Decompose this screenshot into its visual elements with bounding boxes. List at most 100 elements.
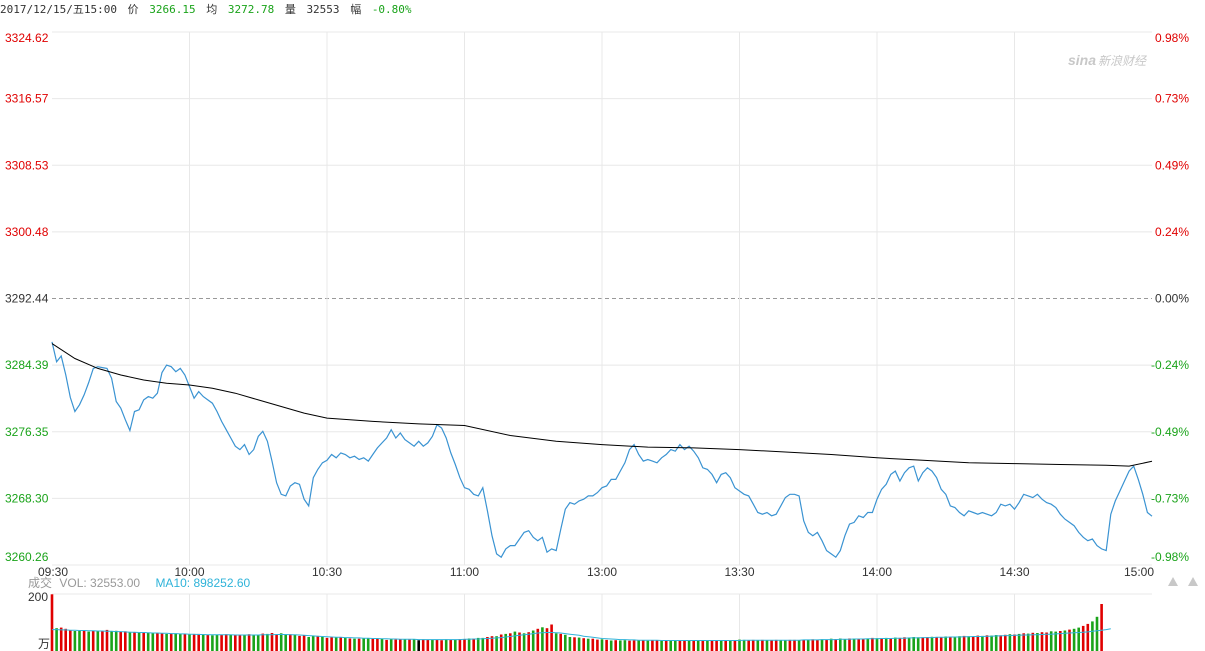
change-label: 幅 (350, 3, 362, 16)
volume-bar (953, 636, 957, 651)
volume-bar (197, 633, 200, 651)
volume-bar (848, 638, 851, 651)
volume-bar (577, 637, 581, 651)
y-tick-left: 3268.30 (5, 491, 49, 505)
volume-bar (1017, 633, 1021, 651)
volume-bar (362, 638, 365, 651)
volume-bar (944, 636, 947, 651)
y-tick-right: -0.49% (1151, 425, 1189, 439)
volume-bar (188, 634, 191, 651)
volume-bar (884, 637, 888, 651)
volume-bar (229, 634, 232, 651)
volume-bar (69, 630, 72, 651)
zoom-out-arrow-icon[interactable] (1188, 577, 1198, 586)
volume-bar (169, 633, 173, 651)
volume-bar (935, 637, 938, 651)
volume-bar (797, 640, 801, 651)
volume-bar (614, 640, 617, 651)
y-tick-left: 3260.26 (5, 550, 49, 564)
y-tick-left: 3316.57 (5, 92, 49, 106)
volume-bar (660, 640, 663, 651)
volume-bar (1081, 625, 1085, 651)
x-tick-label: 13:00 (587, 565, 617, 578)
volume-bar (674, 640, 677, 651)
y-tick-left: 3284.39 (5, 358, 49, 372)
volume-bar (958, 636, 961, 651)
volume-bar (628, 640, 631, 651)
zoom-in-arrow-icon[interactable] (1168, 577, 1178, 586)
volume-bar (866, 638, 870, 651)
volume-bar (994, 635, 998, 651)
y-tick-right: 0.24% (1155, 225, 1189, 239)
volume-bar (990, 635, 993, 651)
watermark-name: 新浪财经 (1098, 54, 1147, 68)
volume-bar (641, 640, 645, 651)
price-line (51, 341, 1153, 559)
price-chart[interactable]: 3324.62 0.98% 3316.57 0.73% 3308.53 0.49% 3300… (0, 0, 1205, 578)
volume-bar (261, 633, 265, 651)
volume-bar (243, 635, 246, 651)
volume-bar (596, 639, 599, 651)
volume-bar (894, 637, 897, 651)
volume-bar (431, 639, 434, 651)
volume-legend: 成交 VOL: 32553.00 MA10: 898252.60 (28, 576, 250, 590)
volume-unit: 万 (38, 637, 50, 651)
volume-bar (110, 631, 113, 651)
volume-bar (435, 639, 439, 651)
volume-bar (706, 640, 709, 651)
volume-bar (91, 631, 95, 651)
volume-bar (816, 639, 819, 651)
volume-bar (389, 639, 393, 651)
volume-bar (137, 632, 141, 651)
volume-bar (357, 638, 361, 651)
y-tick-right: 0.98% (1155, 31, 1189, 45)
volume-bar (985, 635, 989, 651)
y-tick-left: 3308.53 (5, 158, 49, 172)
volume-bar (50, 594, 54, 651)
volume-bar (591, 638, 595, 651)
volume-bar (142, 632, 145, 651)
volume-bar (247, 634, 251, 651)
volume-bar (1086, 623, 1090, 651)
volume-bar (160, 633, 164, 651)
y-tick-right: 0.00% (1155, 292, 1189, 306)
datetime: 2017/12/15/五15:00 (0, 3, 117, 16)
volume-bar (284, 634, 287, 651)
x-tick-label: 15:00 (1124, 565, 1154, 578)
x-tick-label: 14:30 (999, 565, 1029, 578)
volume-bar (119, 631, 122, 651)
volume-bar (898, 637, 902, 651)
volume-bar (912, 637, 915, 651)
volume-bar (481, 637, 485, 651)
volume-bar (522, 633, 526, 651)
volume-bar (334, 637, 338, 651)
volume-bar (298, 635, 301, 651)
ma10-readout: MA10: 898252.60 (155, 576, 251, 590)
volume-bar (825, 639, 828, 651)
volume-bar (1022, 633, 1025, 651)
volume-bar (96, 631, 100, 651)
volume-bar (353, 638, 356, 651)
volume-bar (192, 634, 196, 651)
volume-bar (440, 640, 443, 651)
volume-bar (559, 633, 562, 651)
volume-bar (302, 635, 306, 651)
volume-bar (289, 634, 292, 651)
volume-bar (1026, 633, 1030, 651)
volume-bar (554, 633, 558, 651)
volume-bar (1036, 633, 1039, 651)
y-tick-left: 3300.48 (5, 225, 49, 239)
volume-bar (518, 632, 521, 651)
volume-bar (408, 639, 411, 651)
volume-bar (509, 633, 512, 651)
x-tick-label: 09:30 (38, 565, 68, 578)
volume-bar (504, 633, 507, 651)
volume-bar (385, 639, 388, 651)
volume-bar (678, 640, 682, 651)
volume-bar (179, 633, 182, 651)
volume-bar (220, 634, 223, 651)
volume-bar (793, 639, 796, 651)
volume-bar (64, 628, 67, 651)
volume-bar (655, 640, 659, 651)
volume-bar (307, 637, 310, 651)
